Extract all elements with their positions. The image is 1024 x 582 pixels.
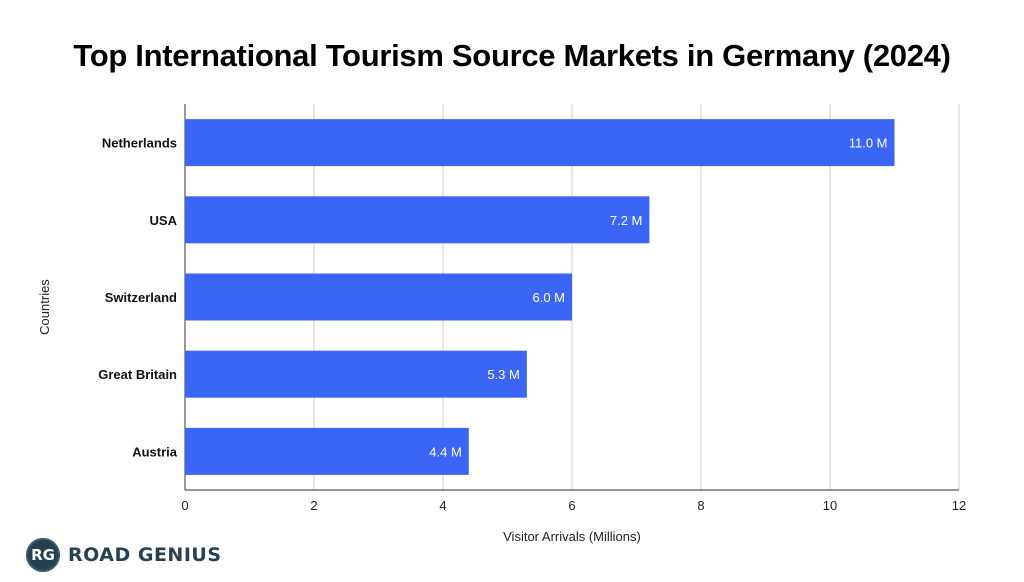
brand-logo: RG ROAD GENIUS: [26, 538, 222, 572]
bar: [185, 427, 469, 475]
y-tick-label: Austria: [132, 444, 178, 459]
y-tick-label: Great Britain: [98, 367, 177, 382]
x-tick-label: 12: [952, 498, 966, 513]
bar: [185, 196, 650, 244]
bar: [185, 273, 572, 321]
x-tick-label: 10: [823, 498, 837, 513]
x-tick-label: 6: [568, 498, 575, 513]
x-axis-title: Visitor Arrivals (Millions): [503, 529, 641, 544]
bar-value-label: 7.2 M: [610, 213, 643, 228]
x-tick-label: 8: [697, 498, 704, 513]
bar-value-label: 11.0 M: [849, 136, 888, 151]
chart-title: Top International Tourism Source Markets…: [73, 38, 951, 73]
brand-name: ROAD GENIUS: [68, 544, 222, 566]
bar-value-label: 4.4 M: [429, 444, 462, 459]
bar: [185, 350, 527, 398]
x-tick-label: 2: [310, 498, 317, 513]
bar: [185, 119, 895, 167]
bar-value-label: 5.3 M: [487, 367, 520, 382]
y-axis-title: Countries: [37, 279, 52, 335]
x-tick-label: 0: [181, 498, 188, 513]
brand-badge: RG: [26, 538, 60, 572]
y-tick-label: USA: [150, 213, 178, 228]
bar-value-label: 6.0 M: [532, 290, 565, 305]
x-tick-label: 4: [439, 498, 446, 513]
y-tick-label: Switzerland: [105, 290, 177, 305]
y-tick-label: Netherlands: [102, 136, 177, 151]
